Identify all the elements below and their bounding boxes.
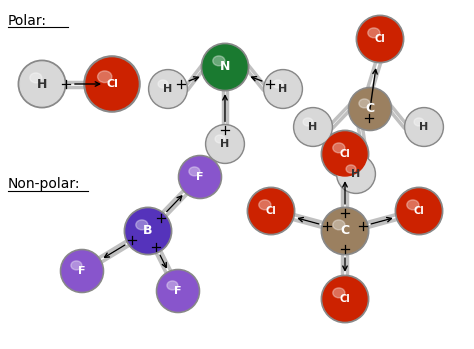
Circle shape [62, 251, 102, 291]
Text: Non-polar:: Non-polar: [8, 177, 81, 191]
Circle shape [337, 155, 375, 193]
Circle shape [126, 209, 170, 253]
Circle shape [150, 71, 186, 107]
Circle shape [338, 156, 374, 192]
Text: B: B [143, 224, 153, 238]
Circle shape [158, 271, 198, 311]
Circle shape [395, 187, 443, 235]
Text: C: C [365, 103, 374, 116]
Circle shape [18, 60, 66, 108]
Ellipse shape [189, 167, 200, 176]
Circle shape [405, 107, 444, 147]
Text: F: F [196, 172, 204, 182]
Circle shape [60, 250, 104, 292]
Circle shape [264, 69, 302, 109]
Circle shape [180, 157, 220, 197]
Text: H: H [309, 122, 318, 132]
Text: Cl: Cl [340, 149, 350, 159]
Ellipse shape [136, 220, 148, 230]
Text: H: H [419, 122, 428, 132]
Circle shape [321, 275, 369, 323]
Circle shape [124, 207, 172, 255]
Ellipse shape [259, 200, 271, 210]
Text: Cl: Cl [106, 79, 118, 89]
Ellipse shape [158, 80, 168, 88]
Ellipse shape [273, 80, 283, 88]
Ellipse shape [414, 118, 424, 126]
Circle shape [156, 269, 200, 313]
Circle shape [148, 69, 187, 109]
Circle shape [206, 125, 245, 163]
Text: Cl: Cl [340, 294, 350, 304]
Ellipse shape [303, 118, 313, 126]
Text: H: H [164, 84, 173, 94]
Ellipse shape [215, 135, 225, 143]
Text: F: F [78, 266, 86, 276]
Ellipse shape [333, 288, 345, 298]
Circle shape [203, 45, 247, 89]
Circle shape [321, 130, 369, 178]
Text: Cl: Cl [374, 34, 385, 44]
Circle shape [323, 132, 367, 176]
Text: H: H [37, 77, 47, 90]
Circle shape [323, 209, 367, 253]
Circle shape [293, 107, 332, 147]
Circle shape [397, 189, 441, 233]
Circle shape [247, 187, 295, 235]
Ellipse shape [368, 28, 380, 38]
Circle shape [178, 155, 222, 199]
Circle shape [406, 109, 442, 145]
Circle shape [295, 109, 331, 145]
Ellipse shape [213, 56, 225, 66]
Ellipse shape [167, 281, 178, 290]
Circle shape [207, 126, 243, 162]
Ellipse shape [359, 99, 370, 108]
Ellipse shape [98, 71, 112, 83]
Text: Polar:: Polar: [8, 14, 47, 28]
Text: H: H [351, 169, 361, 179]
Circle shape [20, 62, 64, 106]
Text: N: N [220, 60, 230, 74]
Ellipse shape [333, 220, 345, 230]
Ellipse shape [30, 73, 42, 83]
Text: H: H [278, 84, 288, 94]
Circle shape [201, 43, 249, 91]
Circle shape [321, 207, 369, 255]
Ellipse shape [71, 261, 82, 270]
Ellipse shape [346, 165, 356, 173]
Circle shape [358, 17, 402, 61]
Circle shape [323, 277, 367, 321]
Text: H: H [220, 139, 229, 149]
Circle shape [356, 15, 404, 63]
Text: F: F [174, 286, 182, 296]
Circle shape [265, 71, 301, 107]
Circle shape [86, 58, 138, 110]
Circle shape [348, 87, 392, 131]
Circle shape [249, 189, 293, 233]
Text: Cl: Cl [265, 206, 276, 216]
Ellipse shape [333, 143, 345, 153]
Circle shape [350, 89, 390, 129]
Text: Cl: Cl [414, 206, 424, 216]
Ellipse shape [407, 200, 419, 210]
Text: C: C [340, 224, 349, 238]
Circle shape [84, 56, 140, 112]
